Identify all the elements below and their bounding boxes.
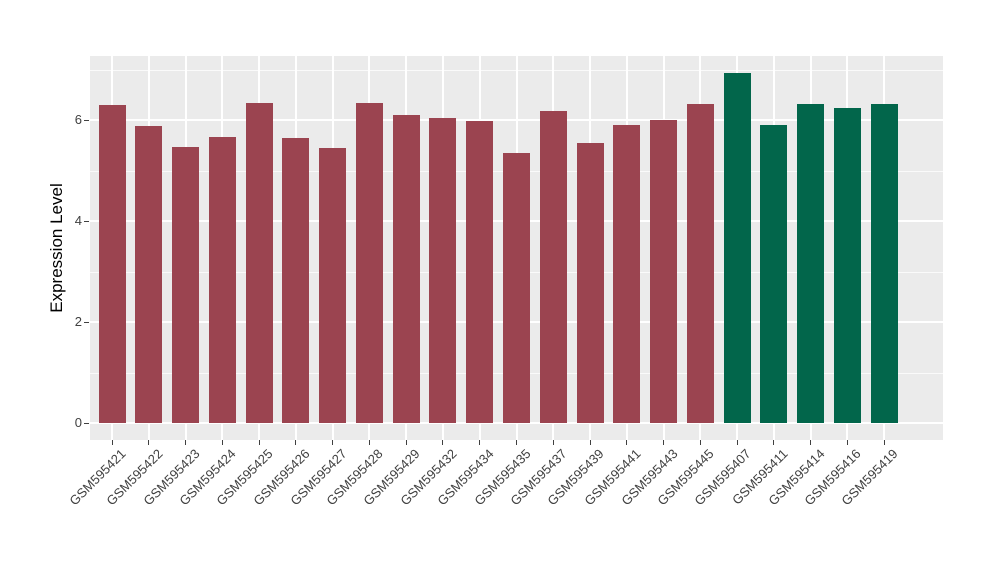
bar-GSM595432	[429, 118, 457, 423]
x-axis-tick	[663, 440, 665, 445]
bar-GSM595443	[650, 120, 678, 423]
bar-GSM595414	[797, 103, 825, 423]
bar-GSM595441	[613, 124, 641, 423]
x-axis-tick	[846, 440, 848, 445]
bar-GSM595427	[319, 148, 347, 423]
bar-GSM595422	[135, 126, 163, 423]
bar-GSM595423	[172, 147, 200, 423]
x-axis-tick	[442, 440, 444, 445]
x-axis-tick	[111, 440, 113, 445]
bar-GSM595425	[245, 102, 273, 423]
bar-GSM595428	[355, 103, 383, 423]
x-axis-tick	[185, 440, 187, 445]
y-tick-label: 6	[74, 112, 82, 127]
x-axis-tick	[773, 440, 775, 445]
plot-panel	[90, 56, 943, 440]
bar-GSM595411	[760, 124, 788, 423]
x-axis-tick	[883, 440, 885, 445]
bar-GSM595419	[870, 104, 898, 423]
x-axis-tick	[295, 440, 297, 445]
x-axis-tick	[405, 440, 407, 445]
bar-GSM595421	[98, 104, 126, 423]
x-axis-tick	[552, 440, 554, 445]
x-axis-tick	[332, 440, 334, 445]
gridline-horizontal-major	[90, 422, 943, 424]
y-axis-tick	[84, 220, 89, 222]
x-axis-tick	[699, 440, 701, 445]
x-axis-tick	[221, 440, 223, 445]
x-axis-tick	[810, 440, 812, 445]
bar-GSM595426	[282, 137, 310, 423]
x-axis-tick	[258, 440, 260, 445]
x-axis-tick	[626, 440, 628, 445]
x-axis-tick	[148, 440, 150, 445]
gridline-horizontal-minor	[90, 69, 943, 71]
y-axis-tick	[84, 321, 89, 323]
x-axis-tick	[516, 440, 517, 445]
bar-GSM595445	[686, 103, 714, 423]
bar-GSM595424	[208, 136, 236, 423]
y-axis-title: Expression Level	[47, 183, 66, 313]
y-axis-tick	[84, 422, 89, 424]
gridline-horizontal-major	[90, 119, 943, 121]
y-tick-label: 0	[74, 415, 82, 430]
bar-GSM595429	[392, 114, 420, 423]
x-axis-tick	[368, 440, 370, 445]
bar-GSM595439	[576, 143, 604, 423]
y-tick-label: 2	[74, 314, 82, 329]
x-axis-tick	[589, 440, 591, 445]
y-axis-tick	[84, 119, 89, 121]
bar-GSM595434	[466, 121, 494, 423]
bar-GSM595437	[539, 110, 567, 423]
bar-GSM595435	[503, 152, 530, 423]
y-tick-label: 4	[74, 213, 82, 228]
bar-GSM595407	[723, 73, 751, 423]
bar-GSM595416	[833, 107, 861, 423]
x-axis-tick	[479, 440, 481, 445]
x-axis-tick	[736, 440, 738, 445]
